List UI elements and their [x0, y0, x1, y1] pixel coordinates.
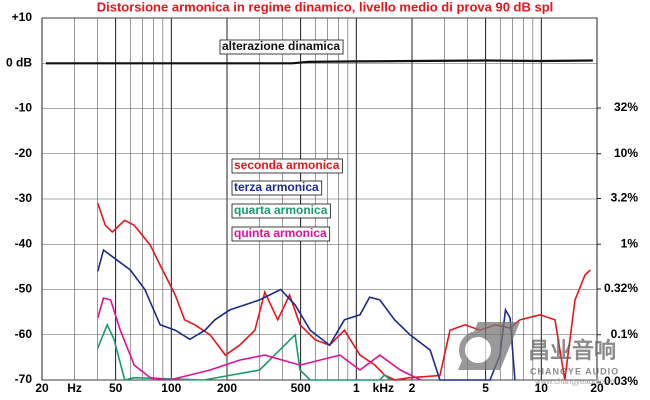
watermark-logo	[459, 331, 497, 369]
legend-box	[231, 203, 331, 219]
x-tick-label: 200	[217, 381, 237, 395]
y2-tick-label: 10%	[614, 146, 638, 160]
y2-tick-label: 0.1%	[611, 327, 639, 341]
x-tick-label: 10	[535, 381, 549, 395]
x-tick-label: 500	[291, 381, 311, 395]
legend-label: terza armonica	[234, 180, 319, 194]
legend-box	[219, 39, 344, 55]
chart-title: Distorsione armonica in regime dinamico,…	[97, 0, 554, 14]
x-tick-label: 20	[35, 381, 49, 395]
legend-box	[231, 158, 343, 174]
y-tick-label: 0 dB	[6, 55, 32, 69]
y-tick-label: -40	[15, 236, 33, 250]
legend-label: quinta armonica	[234, 226, 327, 240]
series-line	[96, 297, 422, 381]
x-tick-label: 2	[409, 381, 416, 395]
watermark-sub: CHANGYE AUDIO	[530, 366, 619, 376]
series-line	[96, 322, 392, 381]
watermark: 昌业音响 CHANGYE AUDIO www.changyeaudio.cn	[458, 322, 619, 386]
watermark-text: 昌业音响	[528, 338, 616, 363]
y2-tick-label: 32%	[614, 100, 638, 114]
legend-box	[231, 226, 331, 242]
y-tick-label: -70	[15, 372, 33, 386]
x-tick-label: 20	[590, 381, 604, 395]
y2-tick-label: 0.32%	[604, 281, 638, 295]
legend-box	[231, 180, 323, 196]
x-tick-label: 5	[482, 381, 489, 395]
x-tick-label: 50	[109, 381, 123, 395]
series-line	[96, 248, 516, 381]
y-tick-label: -20	[15, 146, 33, 160]
y2-tick-label: 1%	[621, 236, 639, 250]
y-tick-label: -60	[15, 327, 33, 341]
x-unit-label: Hz	[67, 381, 82, 395]
x-tick-label: 1	[353, 381, 360, 395]
y2-tick-label: 3.2%	[611, 191, 639, 205]
series-line	[45, 59, 593, 65]
y-tick-label: +10	[12, 10, 33, 24]
x-unit-label: kHz	[373, 381, 394, 395]
y-tick-label: -30	[15, 191, 33, 205]
legend-label: seconda armonica	[234, 158, 340, 172]
x-tick-label: 100	[161, 381, 181, 395]
y-tick-label: -50	[15, 282, 33, 296]
legend-label: quarta armonica	[234, 203, 328, 217]
legend-label: alterazione dinamica	[222, 39, 340, 53]
y-tick-label: -10	[15, 101, 33, 115]
watermark-url: www.changyeaudio.cn	[534, 377, 615, 386]
y2-tick-label: 0.03%	[604, 374, 638, 388]
